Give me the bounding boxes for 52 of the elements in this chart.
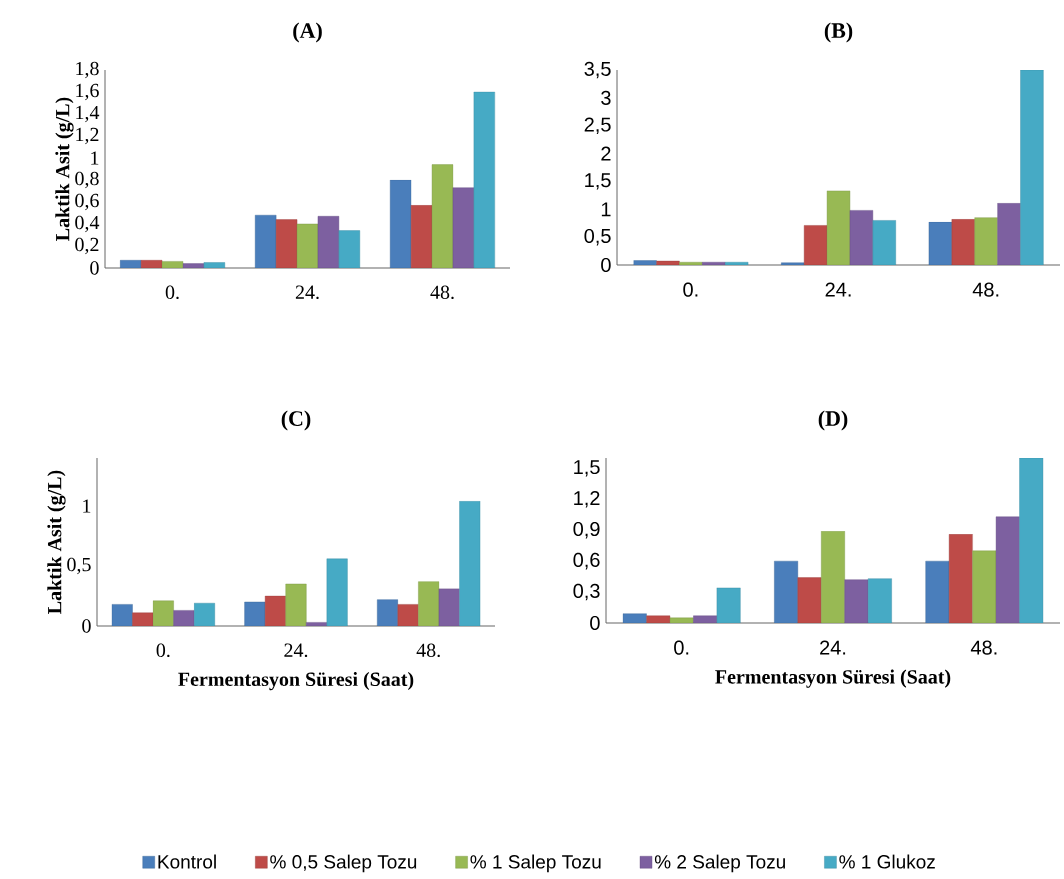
y-tick-label: 1 [91,151,99,165]
y-tick-label: 0,5 [584,228,611,246]
y-tick-label: 1 [601,202,611,217]
x-tick-label: 48. [430,285,454,300]
x-tick-label: 24. [295,285,319,300]
y-tick-label: 0,8 [75,171,99,189]
x-tick-label: 24. [825,282,851,297]
x-tick-label: 0. [165,285,179,300]
x-tick-label: 48. [416,643,440,658]
legend-label: % 1 Salep Tozu [470,854,601,873]
legend-label: % 1 Glukoz [839,854,935,869]
chart-title: (C) [281,410,311,431]
x-tick-label: 48. [972,282,999,297]
chart-title: (D) [818,410,848,431]
chart-title: (B) [824,22,853,43]
y-tick-label: 0,6 [75,193,99,211]
y-tick-label: 0,4 [75,215,100,233]
x-tick-label: 0. [156,643,170,658]
legend-label: % 0,5 Salep Tozu [270,854,417,873]
y-tick-label: 1 [83,499,91,513]
y-tick-label: 1,5 [585,173,611,190]
y-tick-label: 1,2 [574,490,600,508]
x-tick-label: 24. [820,640,846,655]
y-tick-label: 1,2 [76,127,99,145]
y-tick-label: 3,5 [584,61,611,79]
legend-label: Kontrol [158,854,216,869]
y-tick-label: 0 [90,261,99,275]
x-tick-label: 48. [970,640,997,655]
y-tick-label: 1,5 [574,460,600,477]
y-tick-label: 1,4 [76,105,100,123]
y-tick-label: 2,5 [584,117,611,134]
y-axis-title: Laktik Asit (g/L) [47,470,66,614]
y-tick-label: 2 [601,146,611,161]
y-axis-title: Laktik Asit (g/L) [55,97,74,241]
chart-title: (A) [293,22,322,43]
y-tick-label: 0,3 [573,583,600,601]
y-tick-label: 0 [590,615,600,631]
y-tick-label: 1,6 [76,83,99,101]
y-tick-label: 0,5 [67,557,91,575]
x-tick-label: 24. [284,643,308,658]
legend-label: % 2 Salep Tozu [654,854,785,873]
y-tick-label: 0 [82,619,91,633]
y-tick-label: 3 [601,90,611,105]
x-tick-label: 0. [683,282,698,297]
y-tick-label: 0,9 [573,521,600,539]
y-tick-label: 0,6 [573,552,600,570]
x-axis-title: Fermentasyon Süresi (Saat) [178,671,414,691]
y-tick-label: 1,8 [76,61,99,79]
y-tick-label: 0,2 [75,237,99,255]
x-axis-title: Fermentasyon Süresi (Saat) [715,669,951,688]
x-tick-label: 0. [674,640,689,655]
y-tick-label: 0 [601,257,611,273]
